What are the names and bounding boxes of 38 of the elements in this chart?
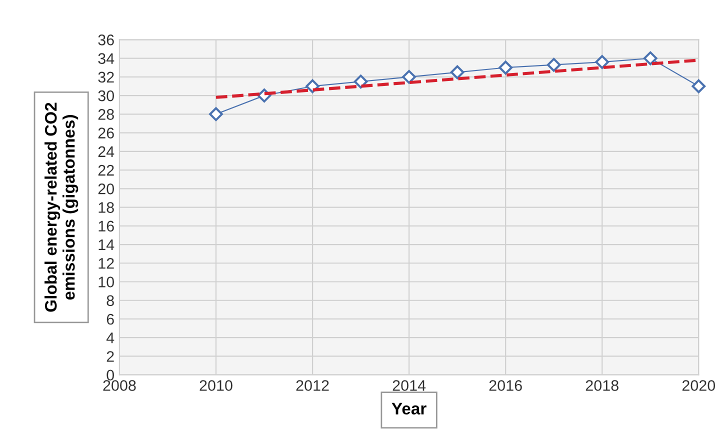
x-tick-label: 2010 bbox=[200, 380, 232, 391]
x-tick-label: 2012 bbox=[296, 380, 329, 391]
point bbox=[209, 107, 223, 122]
x-axis-title: Year bbox=[392, 402, 426, 415]
y-tick-label: 36 bbox=[98, 34, 114, 46]
x-tick-label: 2014 bbox=[392, 380, 426, 391]
point bbox=[643, 51, 658, 66]
point bbox=[692, 79, 706, 94]
y-tick-label: 6 bbox=[106, 314, 114, 325]
point bbox=[402, 70, 416, 84]
y-axis-title: Global energy-related CO2 emissions (gigatonnes) bbox=[44, 102, 78, 312]
x-tick-label: 2016 bbox=[489, 380, 522, 391]
y-tick-label: 8 bbox=[106, 295, 114, 306]
y-tick-label: 14 bbox=[98, 240, 114, 250]
point bbox=[595, 55, 610, 69]
x-tick-label: 2008 bbox=[103, 380, 136, 391]
y-tick-label: 16 bbox=[98, 220, 114, 232]
y-tick-label: 34 bbox=[98, 53, 114, 64]
point bbox=[546, 58, 561, 72]
point bbox=[450, 65, 464, 80]
point bbox=[498, 60, 513, 75]
point bbox=[354, 74, 368, 89]
y-tick-label: 12 bbox=[98, 258, 114, 269]
y-tick-label: 20 bbox=[98, 184, 114, 194]
y-tick-label: 24 bbox=[98, 146, 114, 157]
x-tick-label: 2020 bbox=[682, 380, 716, 391]
y-tick-label: 2 bbox=[106, 351, 114, 362]
y-tick-label: 32 bbox=[98, 72, 114, 83]
y-tick-label: 28 bbox=[98, 109, 114, 120]
point bbox=[306, 79, 320, 94]
y-tick-label: 26 bbox=[98, 128, 114, 138]
y-tick-label: 4 bbox=[106, 332, 114, 344]
y-tick-label: 0 bbox=[106, 370, 114, 381]
x-tick-label: 2018 bbox=[586, 380, 618, 391]
y-tick-label: 18 bbox=[98, 202, 114, 213]
y-tick-label: 30 bbox=[98, 90, 114, 102]
y-tick-label: 22 bbox=[98, 164, 114, 176]
y-tick-label: 10 bbox=[98, 276, 114, 288]
